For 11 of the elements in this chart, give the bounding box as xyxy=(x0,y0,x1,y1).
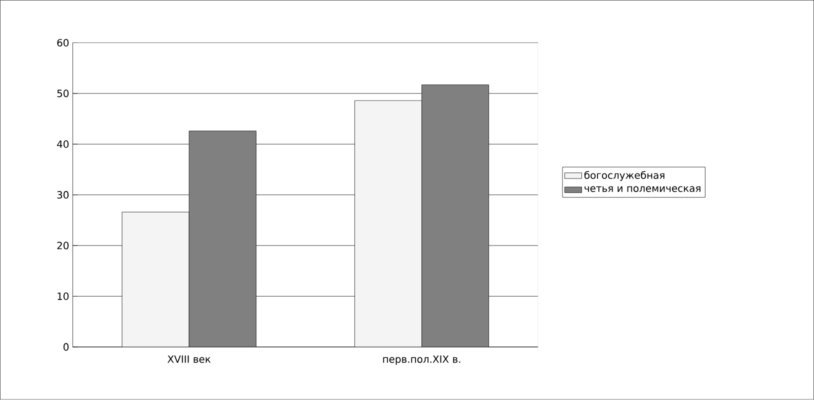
y-tick-label: 60 xyxy=(57,39,69,47)
y-tick-label: 20 xyxy=(57,242,69,250)
legend-label: богослужебная xyxy=(584,171,664,182)
y-tick-label: 50 xyxy=(57,90,69,98)
x-tick-label: перв.пол.XIX в. xyxy=(383,356,460,365)
y-tick-label: 40 xyxy=(57,140,69,148)
x-tick-label: XVIII век xyxy=(168,356,211,364)
y-tick-label: 30 xyxy=(57,191,69,199)
y-tick-label: 0 xyxy=(64,343,69,351)
y-tick-label: 10 xyxy=(58,292,69,300)
legend-label: четья и полемическая xyxy=(584,186,700,192)
